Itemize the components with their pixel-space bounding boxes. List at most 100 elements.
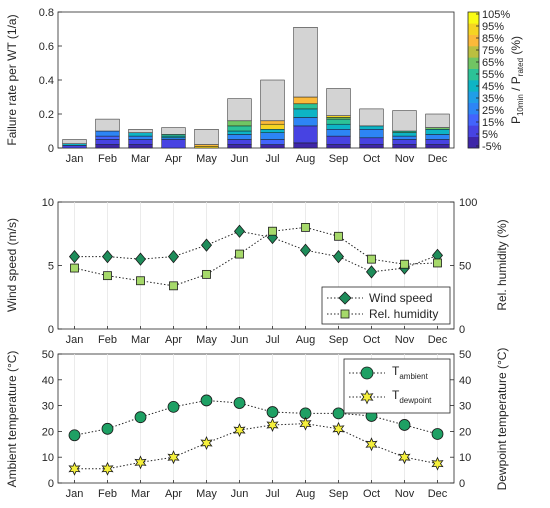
bar-segment-jun-5 [227,120,252,127]
p3-y-tick-label: 10 [42,452,54,464]
bar-segment-jun-0 [227,144,252,149]
p2-point-1-feb [103,271,112,281]
colorbar-segment [468,12,479,24]
colorbar-tick-label: 15% [482,117,504,129]
bar-segment-jul-6 [260,79,285,122]
colorbar-label-unit: (%) [509,36,523,58]
colorbar-tick-label: 65% [482,57,504,69]
bar-segment-sep-0 [326,144,351,149]
p3-y-tick-label: 50 [42,349,54,361]
panel1-x-tick-label: May [196,153,217,165]
legend-marker-wind-diamond [338,291,352,305]
bar-segment-sep-6 [326,115,351,118]
bar-segment-jan-2 [62,139,87,144]
bar-segment-jun-6 [227,98,252,122]
bar-segment-sep-1 [326,135,351,145]
bar-segment-feb-4 [95,118,120,132]
p2-point-0-feb [101,249,114,264]
colorbar-label: P10min / Prated (%) [509,36,525,124]
p3-y-tick-label: 20 [42,426,54,438]
panel1-y-tick-label: 0.8 [39,7,54,19]
bar-segment-aug-4 [293,103,318,110]
panel3-legend: Tambient Tdewpoint [343,358,451,414]
p3-point-1-may [200,436,213,451]
p3-y-right-tick-label: 40 [459,375,471,387]
p2-point-1-apr [169,281,178,291]
p2-point-1-jun [235,249,244,259]
bar-segment-sep-2 [326,129,351,137]
bar-segment-dec-5 [425,113,450,128]
bar-segment-jul-1 [260,139,285,145]
bar-segment-nov-3 [392,132,417,137]
p3-point-1-jan [68,461,81,476]
p2-y-right-tick-label: 50 [459,261,471,273]
bar-segment-mar-3 [128,132,153,137]
bar-segment-sep-4 [326,118,351,125]
bar-segment-feb-0 [95,144,120,149]
bar-segment-mar-2 [128,135,153,140]
panel1-x-tick-label: Sep [329,153,349,165]
colorbar-label-p: P [509,116,523,124]
colorbar-segment [468,68,479,81]
bar-segment-jan-1 [62,143,87,146]
p3-x-tick-label: Dec [428,488,448,500]
p2-y-tick-label: 5 [48,261,54,273]
p3-x-tick-label: Oct [363,488,380,500]
p3-point-0-feb [101,422,114,435]
p3-point-0-sep [332,407,345,420]
p3-x-tick-label: Jun [231,488,249,500]
p3-x-tick-label: Nov [395,488,415,500]
colorbar-segment [468,136,479,149]
p2-x-tick-label: Jun [231,334,249,346]
panel1-x-tick-label: Jul [265,153,279,165]
p3-x-tick-label: Sep [329,488,349,500]
p3-x-tick-label: Feb [98,488,117,500]
panel1-x-tick-label: Dec [428,153,448,165]
p2-point-0-may [200,238,213,252]
bar-segment-mar-4 [128,129,153,133]
p3-x-tick-label: Aug [296,488,316,500]
bar-segment-nov-1 [392,139,417,145]
p2-point-1-oct [367,254,376,264]
panel2-y-axis-label: Wind speed (m/s) [5,218,19,312]
bar-segment-aug-0 [293,142,318,149]
bar-segment-jul-4 [260,123,285,130]
bar-segment-aug-5 [293,96,318,105]
panel1-x-tick-label: Nov [395,153,415,165]
p2-x-tick-label: Sep [329,334,349,346]
bar-segment-sep-7 [326,88,351,116]
p3-y-right-tick-label: 20 [459,426,471,438]
bar-segment-oct-2 [359,129,384,139]
colorbar-segment [468,114,479,126]
bar-segment-jul-3 [260,129,285,133]
panel1-y-axis-label: Failure rate per WT (1/a) [5,14,19,145]
p3-point-1-jun [233,423,246,438]
p3-point-0-dec [431,428,444,440]
p3-y-right-tick-label: 30 [459,401,471,413]
colorbar-tick-label: 105% [482,9,510,21]
panel1-y-tick-label: 0.2 [39,109,54,121]
bar-segment-dec-0 [425,144,450,149]
bar-segment-apr-3 [161,134,186,137]
panel2-y-right-axis-label: Rel. humidity (%) [495,219,509,310]
panel1-y-tick-label: 0 [48,143,54,155]
bar-segment-oct-1 [359,137,384,145]
legend-ambient-sub: ambient [399,372,428,381]
bar-segment-dec-1 [425,139,450,145]
colorbar-segment [468,91,479,103]
failure-rate-bars [62,27,450,149]
panel1-x-tick-label: Mar [131,153,150,165]
panel1-x-tick-label: Jan [66,153,84,165]
colorbar-tick-label: -5% [482,141,502,153]
p2-series-line-0 [74,230,438,273]
p3-y-right-tick-label: 0 [459,478,465,490]
legend-dewpoint-main: T [392,388,400,402]
p2-point-1-mar [136,276,145,286]
legend-ambient-main: T [392,364,400,378]
p3-point-0-jun [233,397,246,409]
bar-segment-oct-4 [359,108,384,127]
panel2-legend: Wind speed Rel. humidity [321,286,451,325]
bar-segment-may-0 [194,146,219,149]
